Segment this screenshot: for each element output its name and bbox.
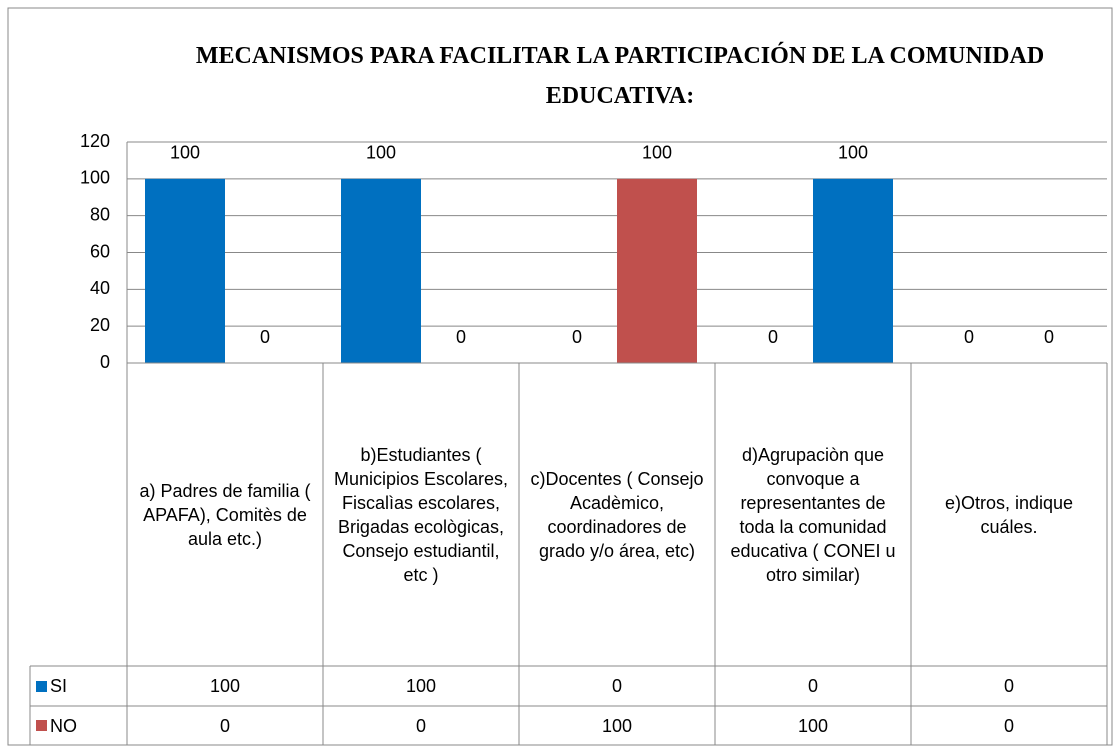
y-tick-label: 0 xyxy=(100,352,110,372)
x-tick-label: b)Estudiantes ( Municipios Escolares, Fi… xyxy=(333,444,509,585)
table-value: 0 xyxy=(415,715,426,736)
y-tick-label: 40 xyxy=(90,278,110,298)
chart-title: MECANISMOS PARA FACILITAR LA PARTICIPACI… xyxy=(195,43,1045,109)
x-tick-label: d)Agrupaciòn que convoque a representant… xyxy=(730,444,896,585)
data-label: 100 xyxy=(642,143,672,163)
legend-label: NO xyxy=(50,715,77,736)
table-value: 100 xyxy=(405,676,437,696)
data-label: 0 xyxy=(964,327,974,347)
data-label: 0 xyxy=(456,327,466,347)
y-tick-label: 60 xyxy=(90,241,110,261)
x-tick-label: e)Otros, indique cuáles. xyxy=(944,492,1074,537)
table-value: 0 xyxy=(1003,676,1014,696)
x-tick-label: a) Padres de familia ( APAFA), Comitès d… xyxy=(139,480,311,549)
y-tick-label: 120 xyxy=(80,131,110,151)
table-value: 100 xyxy=(601,715,633,736)
data-label: 0 xyxy=(768,327,778,347)
legend-swatch xyxy=(36,680,47,692)
bar xyxy=(617,178,697,363)
legend-swatch xyxy=(36,720,47,731)
data-label: 100 xyxy=(366,143,396,163)
table-value: 100 xyxy=(797,715,829,736)
table-value: 0 xyxy=(1003,715,1014,736)
legend-entry: SI xyxy=(30,666,127,706)
table-value: 0 xyxy=(807,676,818,696)
y-tick-label: 20 xyxy=(90,315,110,335)
y-tick-label: 100 xyxy=(80,168,110,188)
bar xyxy=(341,178,421,363)
table-value: 100 xyxy=(209,676,241,696)
data-label: 0 xyxy=(1044,327,1054,347)
bar xyxy=(145,178,225,363)
data-label: 100 xyxy=(838,143,868,163)
data-label: 0 xyxy=(260,327,270,347)
y-tick-label: 80 xyxy=(90,204,110,224)
data-label: 100 xyxy=(170,143,200,163)
data-label: 0 xyxy=(572,327,582,347)
table-value: 0 xyxy=(611,676,622,696)
table-value: 0 xyxy=(219,715,230,736)
legend-entry: NO xyxy=(30,706,127,745)
x-tick-label: c)Docentes ( Consejo Acadèmico, coordina… xyxy=(530,468,704,561)
bar xyxy=(813,178,893,363)
legend-label: SI xyxy=(50,676,68,696)
